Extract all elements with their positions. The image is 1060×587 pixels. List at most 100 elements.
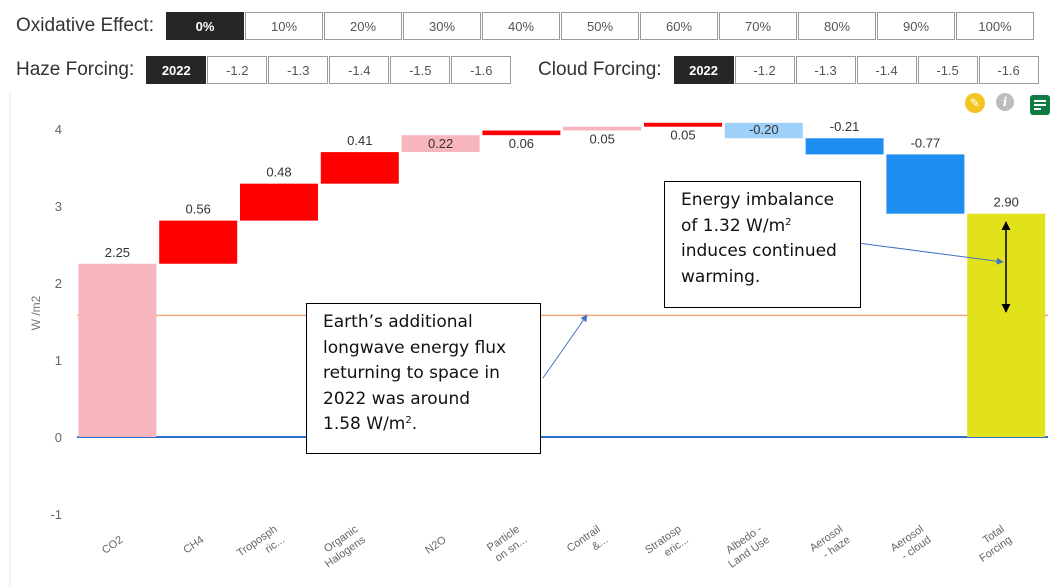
- x-label-line: CO2: [100, 534, 125, 557]
- annotation-line: warming.: [681, 266, 761, 287]
- y-tick-label: -1: [50, 507, 62, 522]
- y-tick-label: 0: [55, 430, 62, 445]
- annotation-line: induces continued: [681, 241, 837, 261]
- annotation-line: returning to space in: [323, 363, 500, 383]
- imbalance-pointer-arrow: [857, 242, 1004, 265]
- oxidative-option-10pct[interactable]: 10%: [245, 12, 323, 40]
- x-label-1: CH4: [181, 534, 206, 556]
- bar-4: [401, 135, 480, 153]
- info-icon[interactable]: i: [996, 93, 1014, 111]
- bar-8: [724, 122, 803, 139]
- y-tick-label: 1: [55, 353, 62, 368]
- longwave-flux-annotation: Earth’s additional longwave energy flux re…: [306, 303, 541, 454]
- annotation-line: 2022 was around: [323, 388, 471, 409]
- x-label-line: CH4: [181, 534, 206, 556]
- bars: [78, 122, 1046, 437]
- bar-1: [159, 220, 238, 264]
- annotation-line: Earth’s additional: [323, 312, 473, 332]
- oxidative-option-20pct[interactable]: 20%: [324, 12, 402, 40]
- cloud-forcing-control: Cloud Forcing: 2022 -1.2 -1.3 -1.4 -1.5 -1.6: [538, 56, 1040, 84]
- value-label-4: 0.22: [428, 136, 453, 151]
- reference-lines: [77, 314, 1048, 438]
- x-label-6: Contrail&...: [565, 523, 610, 555]
- table-icon[interactable]: [1030, 95, 1050, 115]
- oxidative-option-100pct[interactable]: 100%: [956, 12, 1034, 40]
- haze-option-minus-1-3[interactable]: -1.3: [268, 56, 329, 84]
- cloud-option-minus-1-2[interactable]: -1.2: [734, 56, 795, 84]
- oxidative-option-30pct[interactable]: 30%: [403, 12, 481, 40]
- bar-7: [644, 122, 722, 127]
- value-label-11: 2.90: [994, 195, 1019, 210]
- pencil-icon[interactable]: ✎: [965, 93, 985, 113]
- value-label-6: 0.05: [590, 132, 615, 147]
- oxidative-option-60pct[interactable]: 60%: [640, 12, 718, 40]
- y-tick-label: 3: [55, 199, 62, 214]
- superscript: 2: [785, 216, 792, 228]
- oxidative-effect-control: Oxidative Effect: 0% 10% 20% 30% 40% 50% 60% 70…: [16, 12, 1035, 40]
- haze-option-minus-1-4[interactable]: -1.4: [329, 56, 390, 84]
- cloud-forcing-label: Cloud Forcing:: [538, 59, 662, 80]
- bar-5: [482, 130, 561, 136]
- x-label-10: Aerosol- cloud: [889, 523, 934, 562]
- cloud-option-minus-1-5[interactable]: -1.5: [917, 56, 978, 84]
- cloud-forcing-options: 2022 -1.2 -1.3 -1.4 -1.5 -1.6: [673, 56, 1040, 84]
- value-label-0: 2.25: [105, 245, 130, 260]
- value-label-7: 0.05: [670, 128, 695, 143]
- oxidative-option-0pct[interactable]: 0%: [166, 12, 244, 40]
- value-label-5: 0.06: [509, 136, 534, 151]
- bar-6: [563, 126, 642, 131]
- bar-9: [805, 138, 884, 155]
- bar-10: [886, 154, 965, 214]
- cloud-option-2022[interactable]: 2022: [673, 56, 734, 84]
- superscript: 2: [405, 415, 412, 426]
- haze-option-2022[interactable]: 2022: [146, 56, 207, 84]
- value-label-9: -0.21: [830, 119, 860, 134]
- haze-option-minus-1-2[interactable]: -1.2: [207, 56, 268, 84]
- oxidative-option-70pct[interactable]: 70%: [719, 12, 797, 40]
- y-tick-label: 2: [55, 276, 62, 291]
- x-label-4: N2O: [423, 534, 449, 557]
- bar-3: [320, 152, 399, 184]
- longwave-pointer-arrow: [542, 314, 588, 379]
- haze-option-minus-1-5[interactable]: -1.5: [390, 56, 451, 84]
- oxidative-effect-options: 0% 10% 20% 30% 40% 50% 60% 70% 80% 90% 100%: [166, 12, 1035, 40]
- bar-0: [78, 263, 157, 437]
- haze-option-minus-1-6[interactable]: -1.6: [451, 56, 512, 84]
- x-label-7: Stratosperic...: [643, 523, 691, 559]
- value-labels: 2.25 0.56 0.48 0.41 0.22 0.06 0.05 0.05 -0.20 -0.…: [105, 119, 1019, 260]
- x-label-9: Aerosol- haze: [808, 523, 853, 561]
- x-label-0: CO2: [100, 534, 125, 557]
- oxidative-effect-label: Oxidative Effect:: [16, 15, 154, 36]
- oxidative-option-40pct[interactable]: 40%: [482, 12, 560, 40]
- y-axis-label: W /m2: [29, 295, 43, 330]
- bar-2: [240, 183, 318, 221]
- cloud-option-minus-1-3[interactable]: -1.3: [795, 56, 856, 84]
- cloud-option-minus-1-6[interactable]: -1.6: [978, 56, 1039, 84]
- y-axis-ticks: -1 0 1 2 3 4: [50, 122, 62, 522]
- annotation-line: 1.58 W/m2.: [323, 414, 418, 434]
- annotation-line: of 1.32 W/m2: [681, 215, 792, 236]
- haze-forcing-control: Haze Forcing: 2022 -1.2 -1.3 -1.4 -1.5 -1.6: [16, 56, 512, 84]
- annotation-line: longwave energy flux: [323, 337, 507, 358]
- value-label-2: 0.48: [266, 165, 291, 180]
- oxidative-option-80pct[interactable]: 80%: [798, 12, 876, 40]
- cloud-option-minus-1-4[interactable]: -1.4: [856, 56, 917, 84]
- value-label-3: 0.41: [347, 133, 372, 148]
- y-tick-label: 4: [55, 122, 62, 137]
- x-label-2: Troposphric...: [235, 523, 287, 559]
- value-label-8: -0.20: [749, 122, 779, 137]
- energy-imbalance-annotation: Energy imbalance of 1.32 W/m2 induces cont…: [664, 181, 861, 308]
- x-label-8: Albedo -Land Use: [724, 523, 772, 571]
- oxidative-option-90pct[interactable]: 90%: [877, 12, 955, 40]
- oxidative-option-50pct[interactable]: 50%: [561, 12, 639, 40]
- haze-forcing-options: 2022 -1.2 -1.3 -1.4 -1.5 -1.6: [146, 56, 512, 84]
- x-label-line: N2O: [423, 534, 449, 557]
- value-label-10: -0.77: [911, 135, 941, 150]
- annotation-line: Energy imbalance: [681, 190, 835, 210]
- value-label-1: 0.56: [186, 202, 211, 217]
